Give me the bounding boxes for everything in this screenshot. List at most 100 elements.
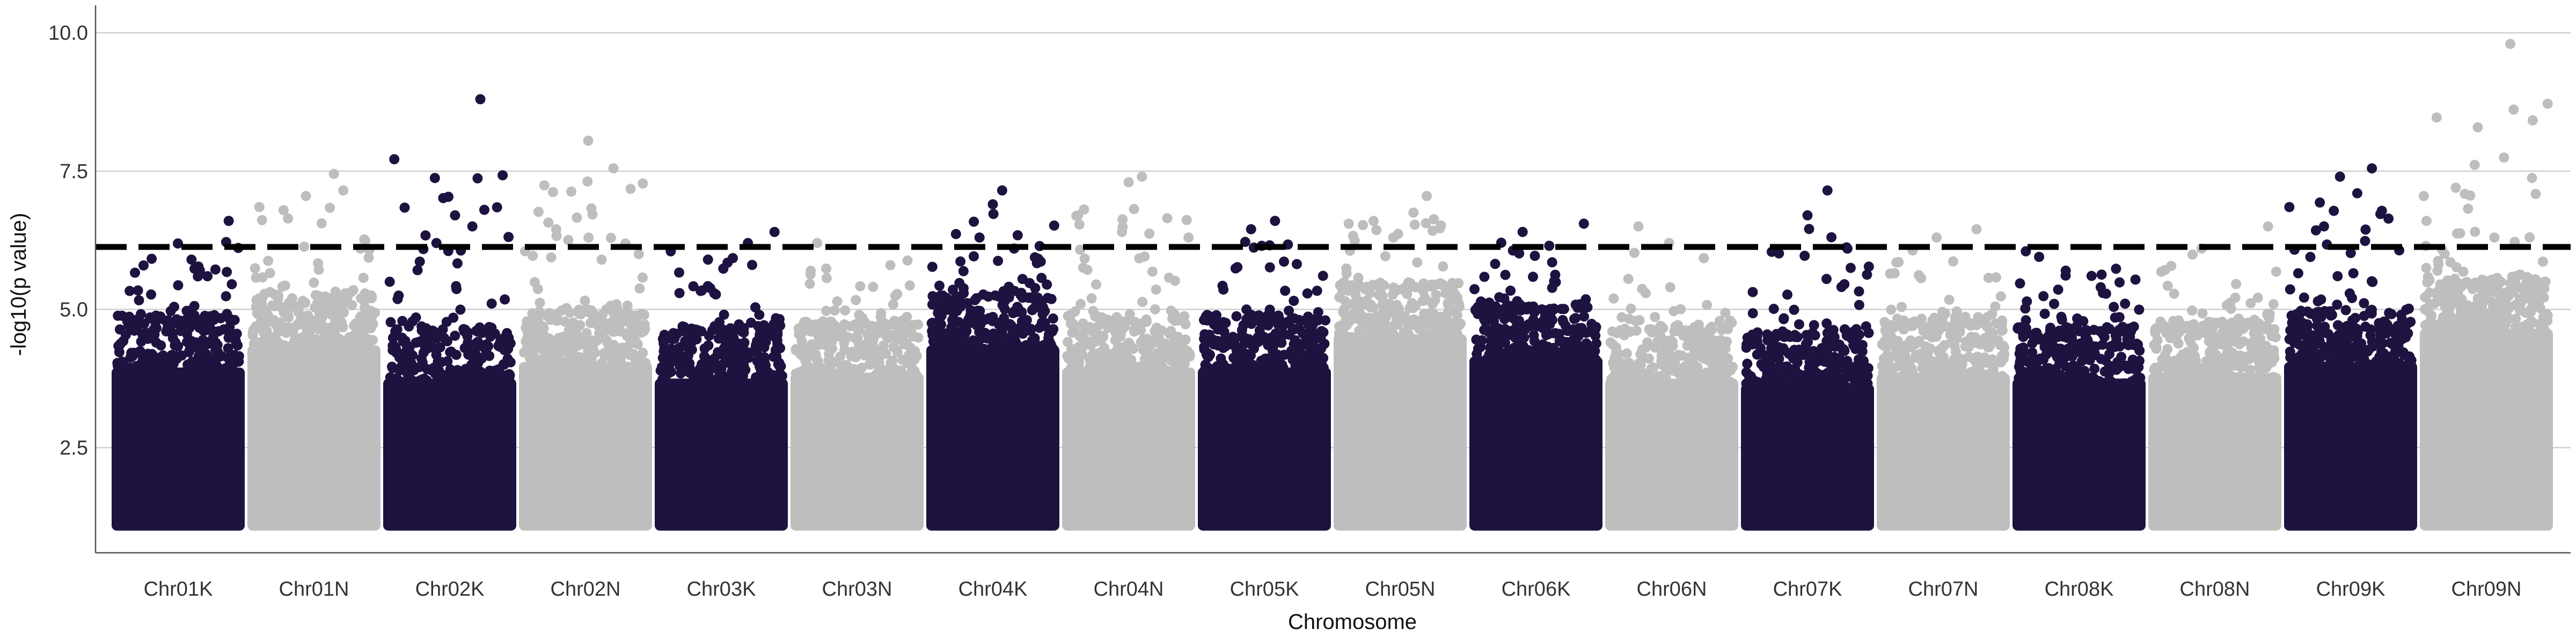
data-point (1179, 349, 1189, 360)
data-point (302, 318, 312, 328)
data-point (1225, 339, 1236, 349)
data-point (1036, 273, 1047, 283)
data-point (1138, 345, 1148, 355)
data-point (1854, 286, 1864, 297)
data-point (1768, 304, 1779, 314)
data-point (539, 353, 550, 364)
data-point (339, 307, 349, 318)
peak-point (1578, 218, 1589, 229)
data-point (1839, 346, 1850, 356)
peak-point (997, 185, 1007, 196)
data-point (1747, 308, 1758, 319)
data-point (1779, 330, 1790, 340)
data-point (1789, 304, 1799, 315)
data-point (2268, 299, 2279, 310)
data-point (667, 356, 677, 367)
data-point (2023, 357, 2033, 368)
data-point (2285, 346, 2295, 357)
data-point (1507, 358, 1518, 369)
data-point (2015, 278, 2025, 289)
data-point (689, 380, 699, 391)
data-point (2170, 360, 2180, 371)
data-point (363, 340, 374, 351)
data-point (387, 333, 398, 343)
data-point (890, 290, 901, 301)
data-point (2125, 326, 2135, 336)
data-point (1896, 302, 1907, 312)
data-point (1230, 263, 1241, 274)
data-point (455, 304, 466, 315)
data-point (1710, 375, 1721, 385)
chromosome-points-Chr06K (1469, 218, 1602, 531)
data-point (1613, 365, 1624, 376)
data-point (2072, 313, 2082, 324)
peak-point (450, 210, 460, 221)
data-point (2221, 300, 2232, 311)
data-point (1782, 289, 1792, 300)
data-point (934, 280, 945, 291)
data-point (936, 310, 947, 321)
data-point (1300, 350, 1311, 361)
data-point (747, 260, 757, 270)
data-point (1710, 364, 1721, 375)
data-point (391, 343, 401, 354)
data-point (752, 340, 763, 351)
data-point (704, 331, 714, 341)
data-point (2114, 277, 2125, 288)
data-point (1538, 323, 1549, 334)
data-point (1582, 302, 1593, 313)
data-point (1412, 257, 1423, 268)
data-point (1042, 292, 1053, 303)
data-point (797, 350, 808, 361)
data-point (1437, 279, 1448, 290)
data-point (265, 268, 275, 279)
data-point (2068, 360, 2079, 371)
data-point (269, 346, 279, 357)
data-point (255, 346, 266, 356)
data-point (977, 346, 988, 357)
data-point (1717, 325, 1728, 335)
data-point (2014, 348, 2025, 359)
data-point (1692, 333, 1703, 343)
peak-point (1931, 232, 1942, 243)
data-point (1990, 272, 2001, 283)
data-point (1792, 387, 1803, 398)
data-point (2123, 364, 2134, 374)
data-point (1987, 354, 1997, 365)
data-point (1999, 342, 2010, 353)
data-point (451, 284, 462, 295)
data-point (1490, 259, 1501, 269)
peak-point (2034, 252, 2045, 262)
data-point (630, 355, 641, 365)
data-point (1350, 289, 1361, 300)
data-point (727, 382, 737, 392)
data-point (401, 346, 412, 356)
data-point (1284, 305, 1294, 316)
data-point (2266, 376, 2277, 386)
data-point (1995, 291, 2006, 302)
data-point (902, 255, 913, 266)
data-point (1990, 301, 2001, 312)
data-point (1630, 379, 1641, 390)
data-point (1643, 353, 1654, 364)
data-point (1479, 272, 1490, 282)
data-point (1442, 336, 1453, 347)
data-point (299, 241, 310, 252)
data-point (1892, 376, 1902, 386)
peak-point (1246, 224, 1256, 235)
data-point (1944, 295, 1955, 305)
chromosome-points-Chr03N (791, 238, 924, 531)
data-point (638, 178, 648, 189)
data-point (210, 326, 221, 337)
dense-points-region (112, 367, 245, 531)
data-point (1448, 320, 1459, 331)
data-point (492, 202, 502, 213)
data-point (2258, 358, 2269, 369)
data-point (1088, 306, 1099, 317)
data-point (2255, 350, 2265, 361)
data-point (261, 325, 272, 336)
data-point (572, 323, 582, 334)
data-point (621, 363, 631, 374)
data-point (263, 255, 274, 266)
data-point (223, 361, 234, 371)
